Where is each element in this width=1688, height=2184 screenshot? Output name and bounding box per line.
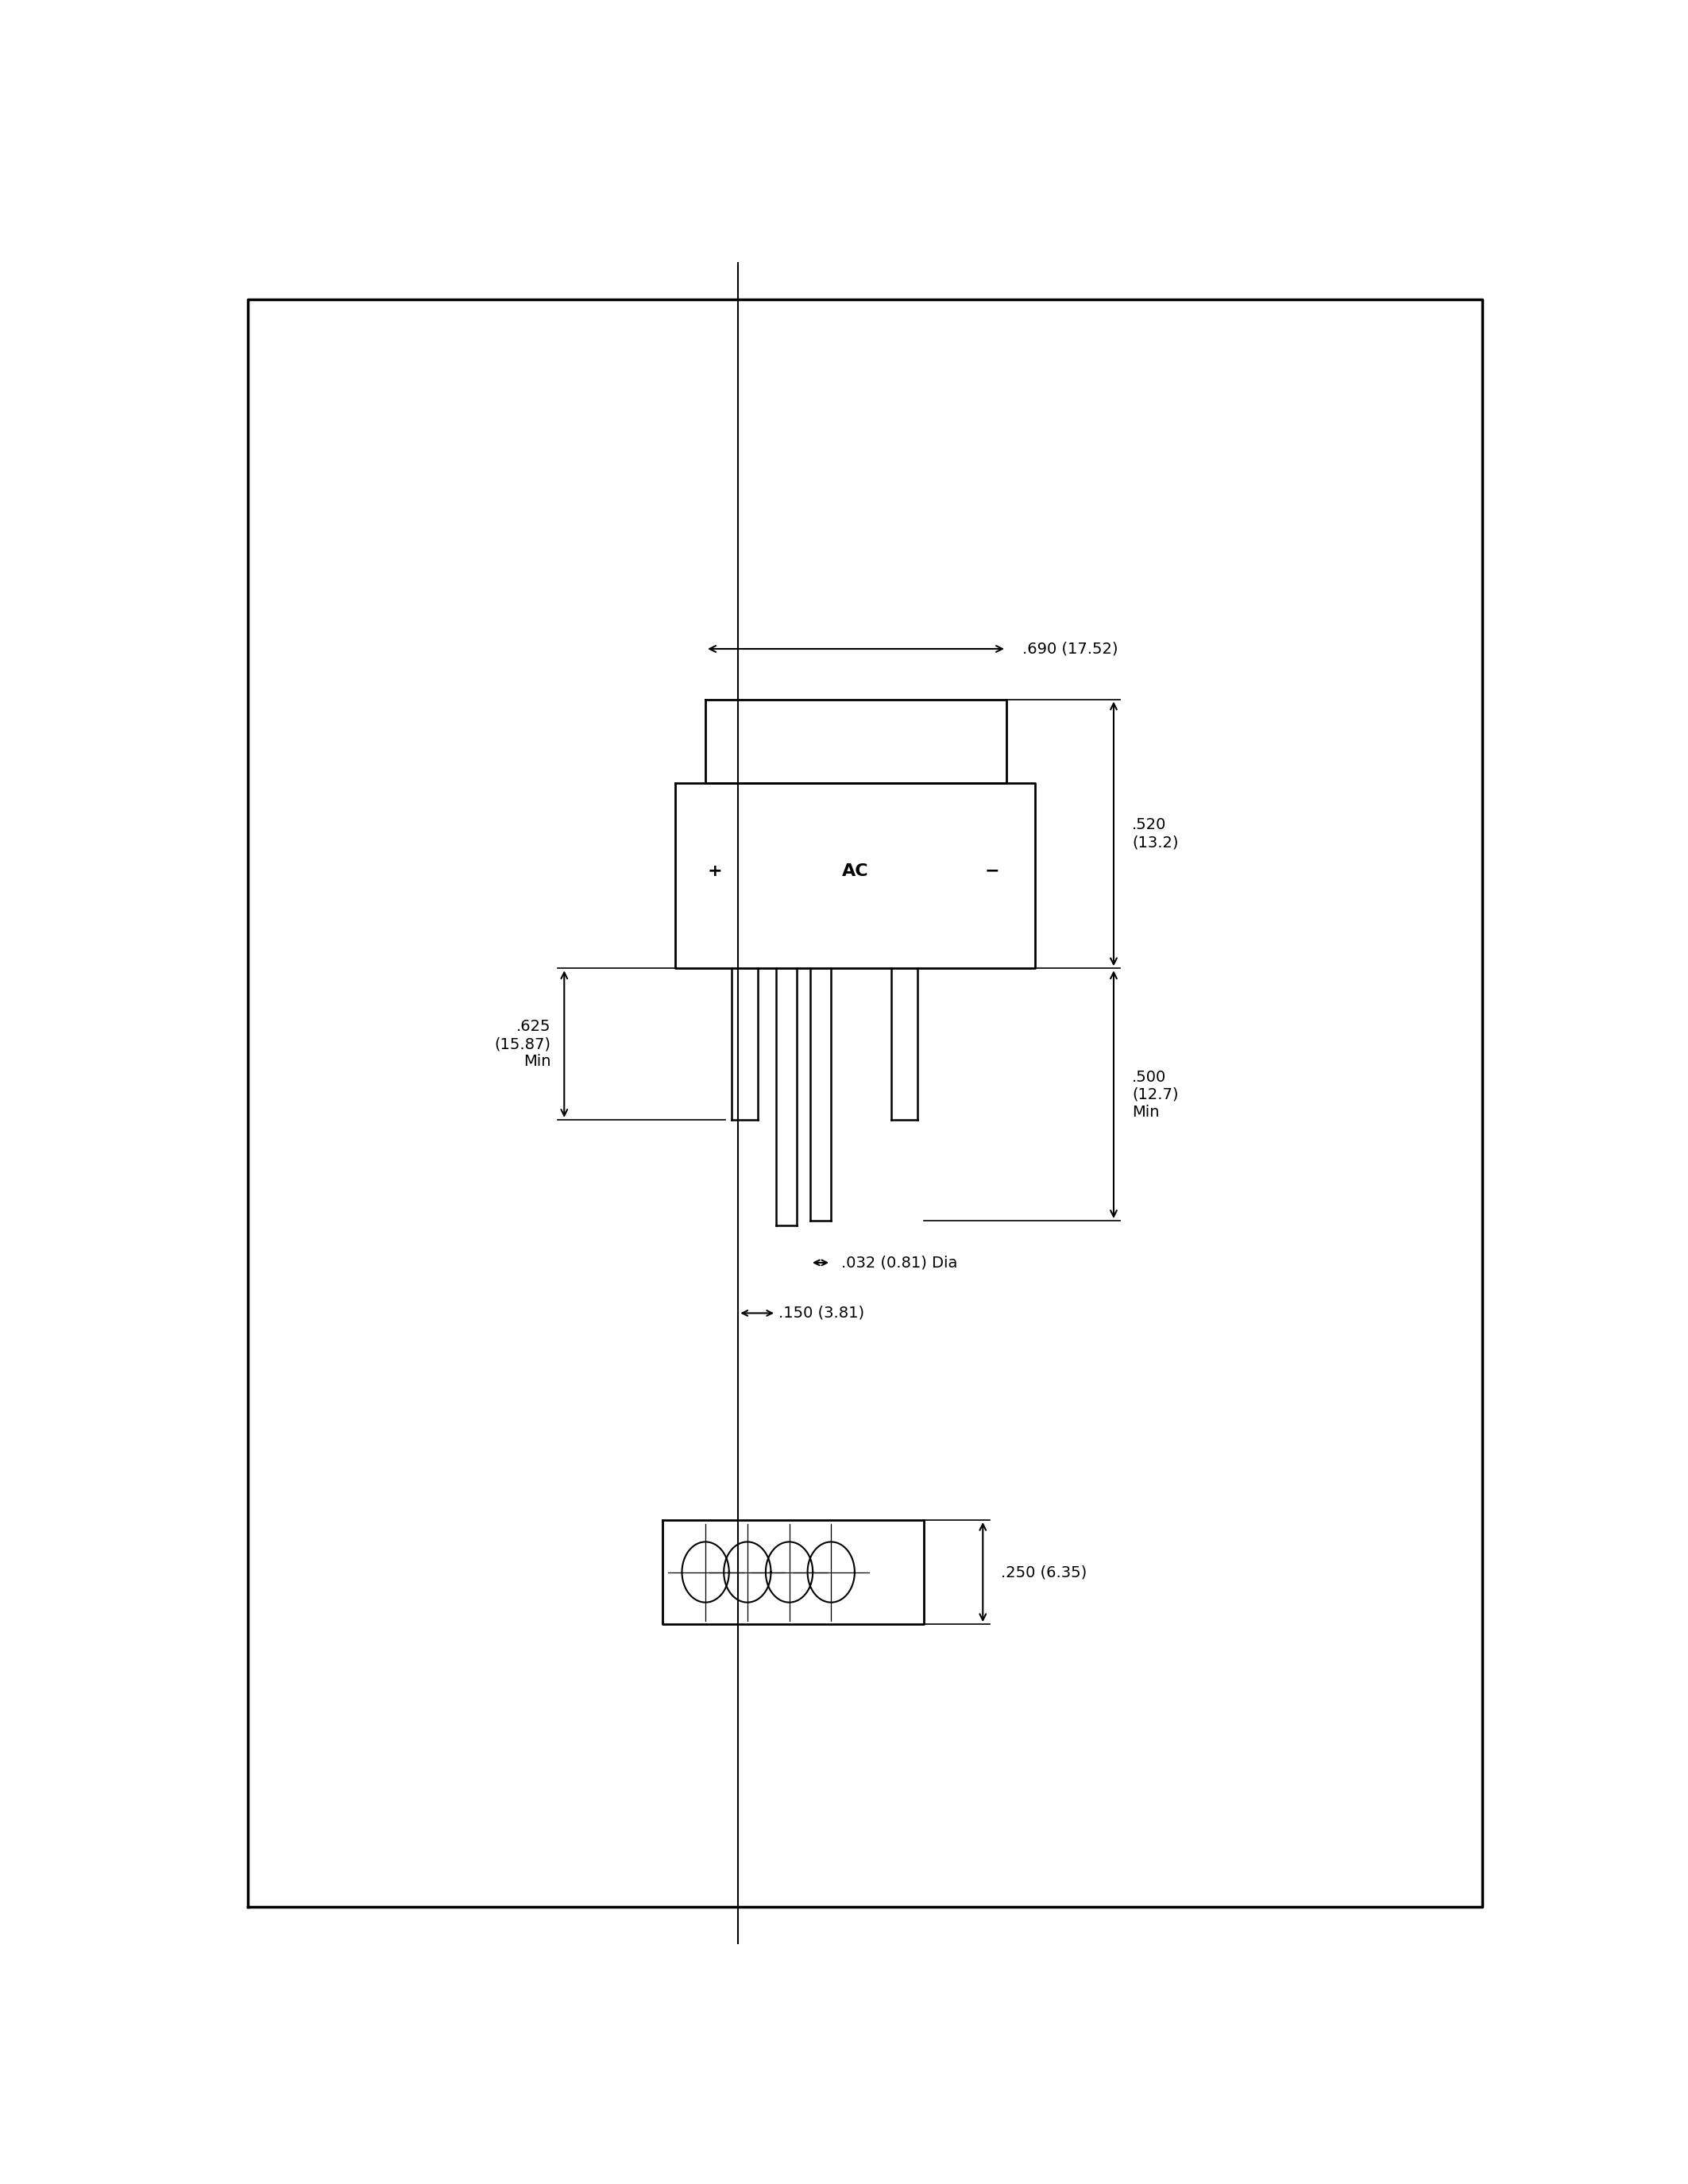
- Text: .690 (17.52): .690 (17.52): [1023, 642, 1117, 657]
- Text: AC: AC: [842, 863, 869, 878]
- Text: .250 (6.35): .250 (6.35): [1001, 1564, 1087, 1579]
- Text: .150 (3.81): .150 (3.81): [778, 1306, 864, 1321]
- Text: −: −: [984, 863, 999, 878]
- Text: .500
(12.7)
Min: .500 (12.7) Min: [1133, 1070, 1178, 1120]
- Text: +: +: [707, 863, 722, 878]
- Text: .032 (0.81) Dia: .032 (0.81) Dia: [842, 1256, 957, 1271]
- Text: .520
(13.2): .520 (13.2): [1133, 817, 1178, 850]
- Text: .625
(15.87)
Min: .625 (15.87) Min: [495, 1020, 550, 1070]
